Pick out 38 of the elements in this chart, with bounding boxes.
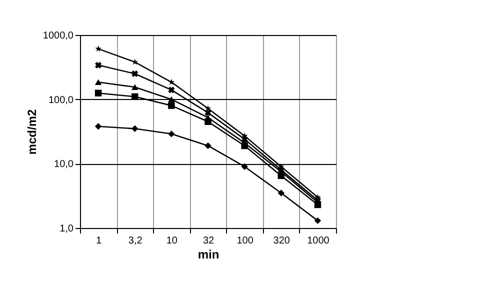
x-tick-label: 1	[96, 236, 102, 246]
point	[278, 190, 284, 196]
point	[94, 90, 102, 96]
y-tick-label: 1,0	[60, 224, 74, 234]
x-tick-label: 32	[202, 236, 214, 246]
y-tick-label: 1000,0	[42, 30, 74, 42]
point	[168, 102, 175, 109]
point	[132, 93, 138, 100]
point	[204, 142, 212, 150]
point	[132, 58, 138, 65]
y-tick-label: 10,0	[54, 159, 74, 170]
point	[314, 217, 322, 224]
point	[132, 70, 138, 78]
point	[241, 142, 248, 150]
point	[278, 172, 284, 180]
point	[95, 45, 102, 52]
point	[132, 125, 138, 132]
point	[241, 136, 248, 143]
point	[168, 78, 175, 85]
point	[94, 79, 102, 86]
point	[314, 201, 322, 208]
point	[168, 86, 175, 94]
x-tick-label: 320	[273, 236, 290, 246]
x-tick-label: 10	[166, 236, 178, 246]
y-axis-title: mcd/m2	[24, 109, 39, 155]
point	[204, 118, 212, 125]
x-axis-title: min	[198, 248, 220, 262]
point	[168, 96, 175, 102]
point	[132, 84, 138, 90]
x-tick-label: 100	[236, 236, 254, 246]
point	[204, 109, 212, 116]
y-tick-label: 100,0	[48, 94, 74, 106]
point	[168, 130, 175, 138]
x-tick-label: 3,2	[128, 236, 143, 246]
point	[94, 123, 102, 130]
point	[94, 62, 102, 68]
point	[241, 163, 248, 170]
x-tick-label: 1000	[307, 236, 330, 246]
